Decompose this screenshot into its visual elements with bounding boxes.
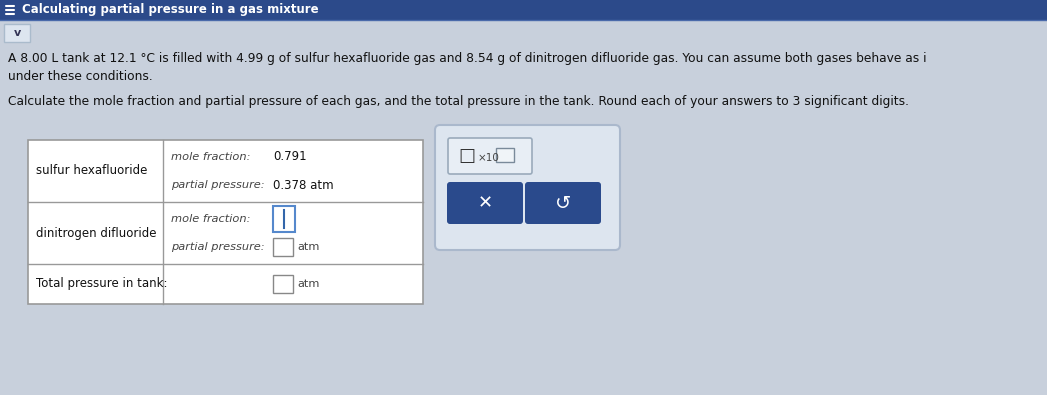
Text: ↺: ↺ [555,194,572,213]
Bar [0,0,1047,20]
Text: under these conditions.: under these conditions. [8,70,153,83]
Text: Calculating partial pressure in a gas mixture: Calculating partial pressure in a gas mi… [22,4,318,17]
FancyBboxPatch shape [4,24,30,42]
FancyBboxPatch shape [273,206,295,232]
FancyBboxPatch shape [448,138,532,174]
FancyBboxPatch shape [447,182,524,224]
FancyBboxPatch shape [496,148,514,162]
Text: partial pressure:: partial pressure: [171,242,265,252]
Text: 0.791: 0.791 [273,150,307,163]
Text: A 8.00 L tank at 12.1 °C is filled with 4.99 g of sulfur hexafluoride gas and 8.: A 8.00 L tank at 12.1 °C is filled with … [8,52,927,65]
Text: Calculate the mole fraction and partial pressure of each gas, and the total pres: Calculate the mole fraction and partial … [8,95,909,108]
Text: mole fraction:: mole fraction: [171,152,250,162]
Text: atm: atm [297,242,319,252]
Text: mole fraction:: mole fraction: [171,214,250,224]
Text: 0.378 atm: 0.378 atm [273,179,334,192]
Text: dinitrogen difluoride: dinitrogen difluoride [36,226,156,239]
FancyBboxPatch shape [273,275,293,293]
FancyBboxPatch shape [525,182,601,224]
Text: sulfur hexafluoride: sulfur hexafluoride [36,164,148,177]
Text: Total pressure in tank:: Total pressure in tank: [36,278,168,290]
Text: ×10: ×10 [478,153,499,163]
Bar [28,140,423,304]
Text: partial pressure:: partial pressure: [171,180,265,190]
Text: □: □ [458,147,475,165]
Text: ✕: ✕ [477,194,492,212]
FancyBboxPatch shape [435,125,620,250]
FancyBboxPatch shape [273,238,293,256]
Text: v: v [14,28,21,38]
Text: atm: atm [297,279,319,289]
